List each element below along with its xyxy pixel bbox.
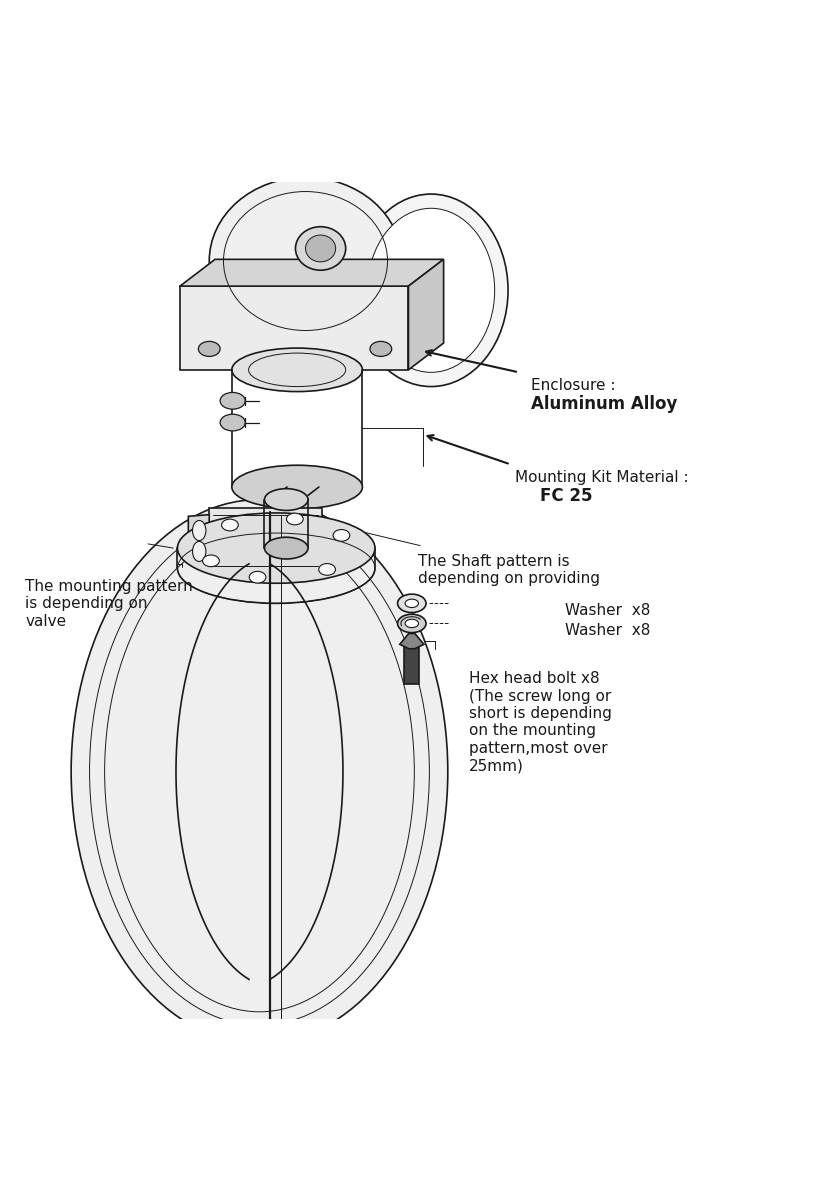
Ellipse shape [264,488,308,510]
Text: Enclosure :: Enclosure : [531,378,615,394]
Text: The Shaft pattern is
depending on providing: The Shaft pattern is depending on provid… [418,554,599,587]
Ellipse shape [305,235,335,262]
Ellipse shape [192,521,206,540]
Ellipse shape [249,571,266,583]
Polygon shape [188,515,209,565]
Polygon shape [209,508,322,570]
Ellipse shape [286,514,303,524]
Polygon shape [400,634,423,649]
Ellipse shape [405,619,418,628]
Ellipse shape [209,178,401,344]
Text: The mounting pattern
is depending on
valve: The mounting pattern is depending on val… [25,580,192,629]
Ellipse shape [71,499,447,1044]
Ellipse shape [220,392,245,409]
Ellipse shape [397,594,426,612]
Bar [284,1027,324,1058]
Polygon shape [408,259,443,370]
Ellipse shape [367,209,494,372]
Ellipse shape [405,599,418,607]
Polygon shape [180,286,408,370]
Ellipse shape [202,554,219,566]
Ellipse shape [295,227,345,270]
Ellipse shape [177,512,375,583]
Ellipse shape [333,529,349,541]
Ellipse shape [220,414,245,431]
Ellipse shape [370,341,391,356]
Polygon shape [180,259,443,286]
Ellipse shape [264,538,308,559]
Ellipse shape [319,564,335,575]
Ellipse shape [232,466,362,509]
Text: Aluminum Alloy: Aluminum Alloy [531,395,677,413]
Ellipse shape [232,348,362,391]
Ellipse shape [198,341,220,356]
Bar [219,1024,261,1058]
Text: Washer  x8: Washer x8 [564,624,650,638]
Ellipse shape [354,194,507,386]
Ellipse shape [192,541,206,562]
Bar [404,644,419,684]
Text: Washer  x8: Washer x8 [564,602,650,618]
Text: Hex head bolt x8
(The screw long or
short is depending
on the mounting
pattern,m: Hex head bolt x8 (The screw long or shor… [468,671,611,773]
Ellipse shape [222,520,238,530]
Text: FC 25: FC 25 [539,487,592,505]
Ellipse shape [397,614,426,632]
Text: Mounting Kit Material :: Mounting Kit Material : [514,470,687,485]
